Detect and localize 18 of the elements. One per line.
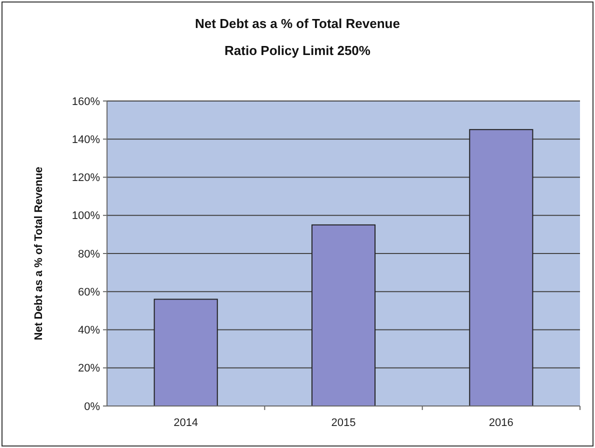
y-tick-label: 80%	[78, 248, 100, 260]
y-tick-label: 0%	[84, 400, 100, 413]
x-tick-label: 2015	[331, 417, 356, 429]
bar	[154, 298, 218, 406]
y-tick-label: 160%	[72, 96, 100, 108]
y-tick-label: 60%	[78, 286, 100, 298]
chart-subtitle: Ratio Policy Limit 250%	[224, 43, 371, 58]
x-tick-label: 2014	[174, 417, 198, 429]
y-tick-label: 40%	[78, 324, 100, 337]
y-tick-label: 20%	[78, 362, 100, 375]
chart-title: Net Debt as a % of Total Revenue	[195, 16, 400, 31]
y-axis-title: Net Debt as a % of Total Revenue	[33, 166, 45, 340]
bar	[469, 129, 534, 406]
y-tick-label: 120%	[72, 172, 100, 184]
y-tick-label: 100%	[72, 210, 100, 222]
x-tick-label: 2016	[488, 417, 514, 429]
bar	[311, 224, 376, 406]
y-tick-label: 140%	[72, 134, 100, 146]
